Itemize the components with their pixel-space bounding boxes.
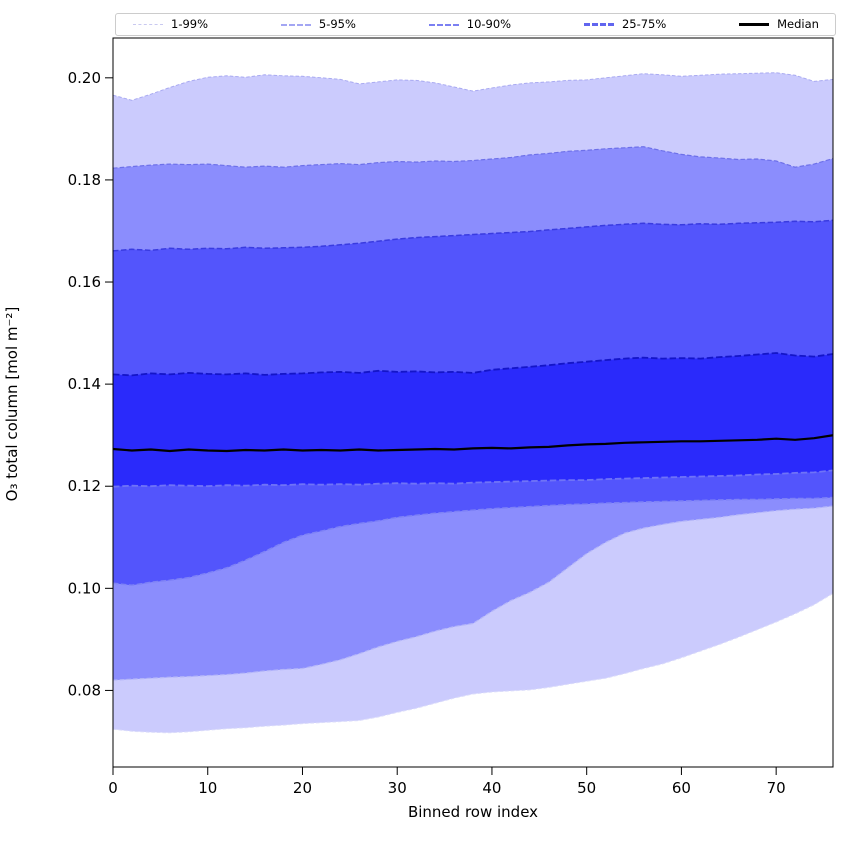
x-tick-label: 60 — [672, 779, 691, 797]
legend: 1-99% 5-95% 10-90% 25-75% Median — [115, 13, 836, 36]
legend-line-icon — [583, 23, 614, 26]
legend-line-icon — [133, 24, 163, 25]
y-tick-label: 0.18 — [68, 171, 101, 189]
y-tick-label: 0.12 — [68, 477, 101, 495]
edge-p5 — [113, 505, 833, 681]
legend-item-25-75-: 25-75% — [583, 16, 667, 31]
x-tick-label: 70 — [767, 779, 786, 797]
edge-p75 — [113, 352, 833, 377]
legend-item-10-90-: 10-90% — [428, 16, 512, 31]
plot-frame — [112, 37, 834, 768]
legend-item-median: Median — [739, 16, 819, 31]
x-tick-label: 30 — [388, 779, 407, 797]
legend-line-icon — [739, 23, 770, 26]
y-tick-label: 0.08 — [68, 681, 101, 699]
edge-p99 — [113, 72, 833, 101]
y-tick-label: 0.20 — [68, 69, 101, 87]
edge-p25 — [113, 469, 833, 488]
x-tick-label: 50 — [577, 779, 596, 797]
median-line — [113, 434, 833, 453]
edge-p1 — [113, 592, 833, 734]
legend-item-1-99-: 1-99% — [133, 16, 209, 31]
legend-label: 10-90% — [466, 16, 512, 31]
y-tick-label: 0.16 — [68, 273, 101, 291]
legend-label: 25-75% — [621, 16, 667, 31]
legend-label: 5-95% — [318, 16, 356, 31]
band-25-75% — [113, 353, 833, 487]
x-tick-label: 0 — [108, 779, 118, 797]
legend-label: 1-99% — [171, 16, 209, 31]
legend-label: Median — [777, 16, 819, 31]
x-axis-label: Binned row index — [407, 803, 539, 821]
y-axis-label: O₃ total column [mol m⁻²] — [3, 306, 21, 502]
legend-line-icon — [428, 23, 459, 26]
edge-p90 — [113, 219, 833, 252]
edge-p10 — [113, 496, 833, 587]
y-tick-label: 0.10 — [68, 579, 101, 597]
legend-item-5-95-: 5-95% — [280, 16, 356, 31]
x-tick-label: 20 — [293, 779, 312, 797]
legend-line-icon — [280, 23, 311, 26]
x-tick-label: 10 — [198, 779, 217, 797]
y-tick-label: 0.14 — [68, 375, 101, 393]
x-tick-label: 40 — [482, 779, 501, 797]
